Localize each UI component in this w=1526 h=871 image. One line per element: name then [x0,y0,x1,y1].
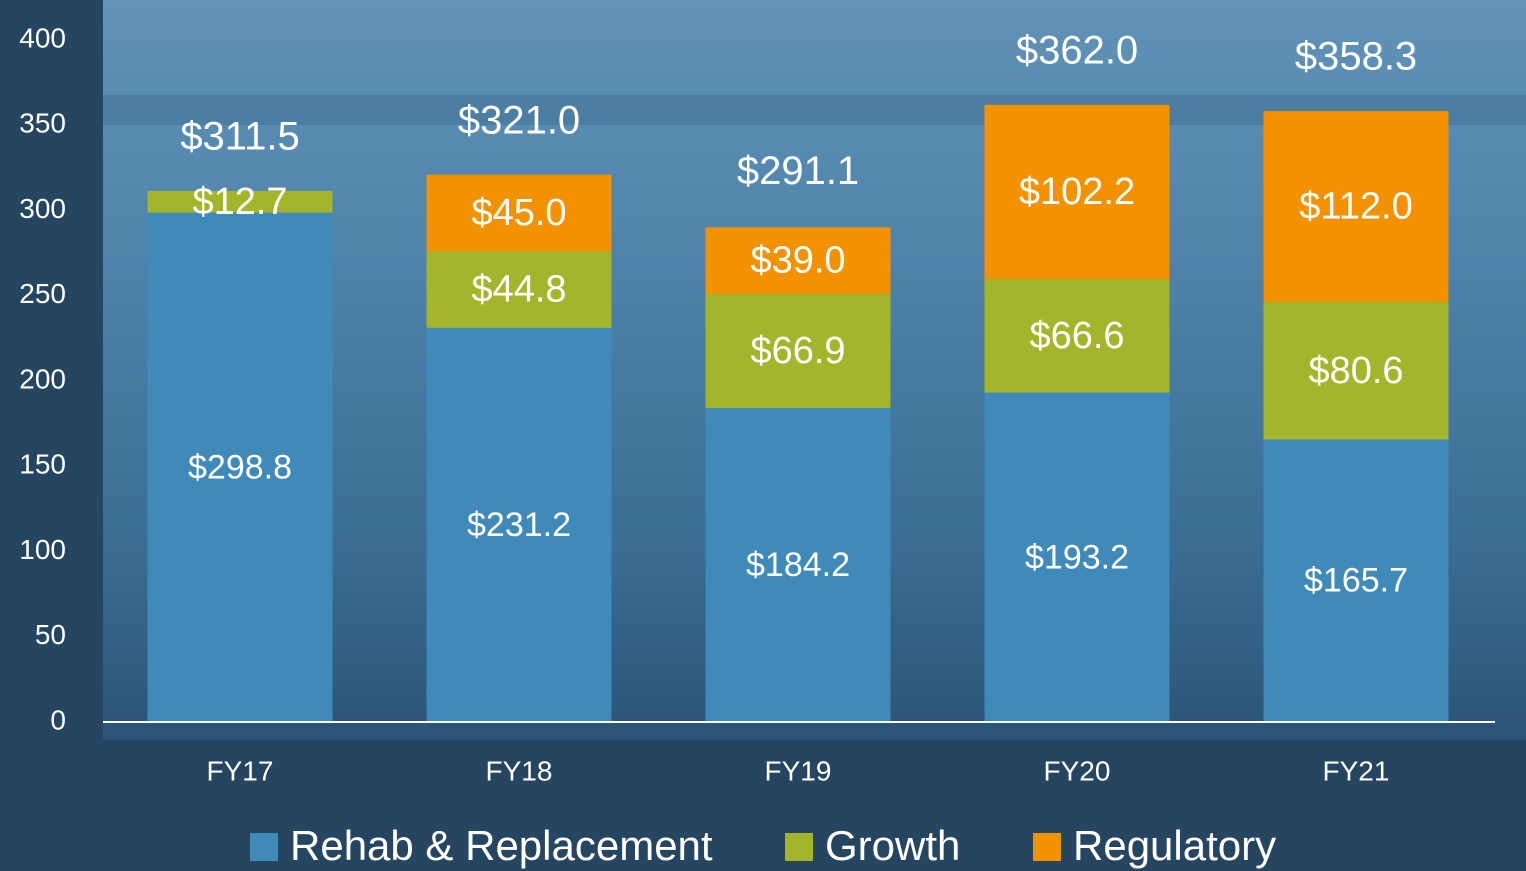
value-label: $66.6 [1029,315,1124,357]
legend-label: Growth [825,822,960,869]
legend-swatch [785,833,813,861]
page: 0 50 100 150 200 250 300 350 400 $298.8 $12.7 $311.… [0,0,1526,871]
value-label: $66.9 [750,330,845,372]
legend-swatch [1033,833,1061,861]
value-label: $165.7 [1304,562,1408,600]
y-tick-label: 250 [19,278,66,309]
legend-label: Regulatory [1073,822,1276,869]
y-tick-label: 400 [19,22,66,53]
x-tick-label: FY19 [765,755,832,786]
total-label: $311.5 [180,114,299,158]
chart: 0 50 100 150 200 250 300 350 400 $298.8 $12.7 $311.… [0,0,1526,871]
value-label: $112.0 [1299,186,1412,228]
y-tick-label: 300 [19,193,66,224]
x-tick-label: FY20 [1044,755,1111,786]
y-tick-label: 200 [19,363,66,394]
x-tick-label: FY18 [486,755,553,786]
total-label: $321.0 [458,98,580,142]
value-label: $298.8 [188,448,292,486]
legend-swatch [250,833,278,861]
total-label: $358.3 [1295,35,1417,79]
value-label: $102.2 [1019,171,1135,213]
total-label: $362.0 [1016,28,1138,72]
y-tick-label: 100 [19,534,66,565]
value-label: $39.0 [750,240,845,282]
value-label: $231.2 [467,506,571,544]
value-label: $45.0 [471,192,566,234]
value-label: $12.7 [192,181,287,223]
value-label: $184.2 [746,546,850,584]
legend-label: Rehab & Replacement [290,822,713,869]
x-tick-label: FY21 [1323,755,1390,786]
y-tick-label: 350 [19,108,66,139]
x-tick-label: FY17 [207,755,274,786]
total-label: $291.1 [737,149,859,193]
y-tick-label: 150 [19,449,66,480]
y-tick-label: 50 [35,619,66,650]
y-tick-label: 0 [50,704,66,735]
value-label: $44.8 [471,269,566,311]
value-label: $80.6 [1308,350,1403,392]
value-label: $193.2 [1025,538,1129,576]
